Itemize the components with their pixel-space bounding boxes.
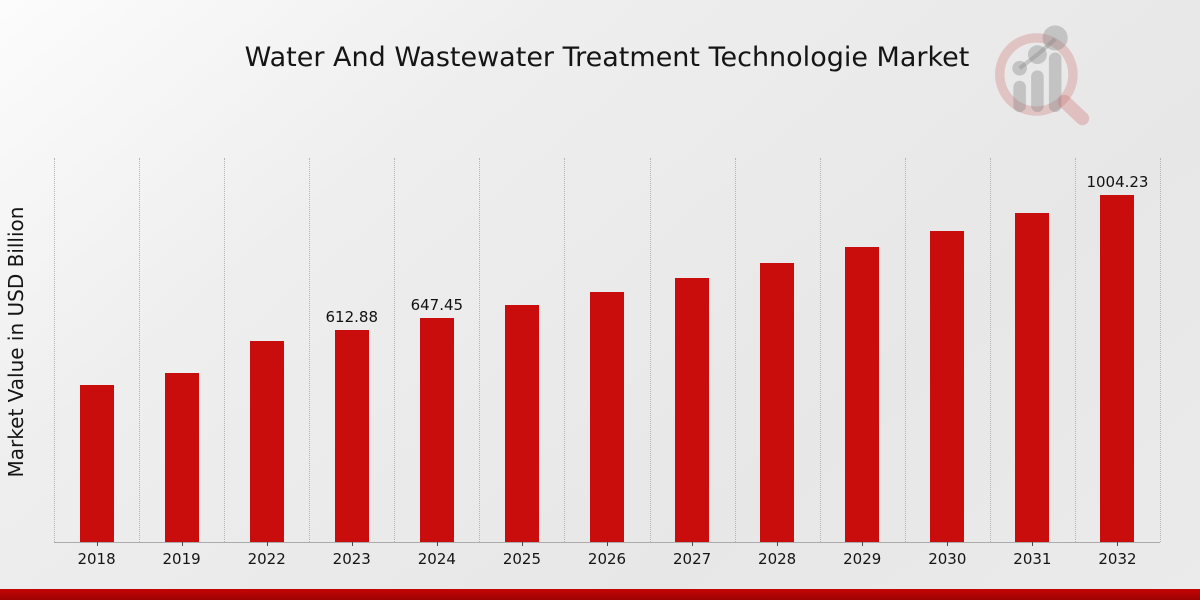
x-tick-label-2032: 2032	[1098, 550, 1137, 568]
gridline	[734, 158, 736, 542]
x-tick-label-2025: 2025	[502, 550, 541, 568]
chart-title: Water And Wastewater Treatment Technolog…	[244, 42, 970, 73]
bar-2018	[79, 384, 114, 542]
x-axis-tick	[351, 542, 353, 546]
x-axis-tick	[1117, 542, 1119, 546]
bar-2023	[334, 330, 369, 542]
x-axis-tick	[1032, 542, 1034, 546]
magnifier-bar-chart-logo-icon	[995, 25, 1090, 126]
bar-2025	[504, 305, 539, 542]
gridline	[819, 158, 821, 542]
x-tick-label-2027: 2027	[672, 550, 712, 568]
x-tick-label-2024: 2024	[417, 550, 456, 568]
gridline	[989, 158, 991, 542]
bar-2022	[249, 341, 284, 542]
x-axis-tick	[181, 542, 183, 546]
bar-value-label-2032: 1004.23	[1086, 172, 1149, 191]
y-axis-label: Market Value in USD Billion	[4, 206, 28, 478]
x-axis-tick	[947, 542, 949, 546]
x-tick-label-2019: 2019	[162, 550, 201, 568]
bar-2026	[590, 292, 624, 542]
x-tick-label-2028: 2028	[758, 550, 797, 568]
x-tick-label-2029: 2029	[843, 550, 882, 568]
bar-2019	[164, 372, 199, 542]
bottom-accent-stripe	[0, 589, 1200, 600]
gridline	[1074, 158, 1076, 542]
x-axis-tick	[96, 542, 98, 546]
bar-2031	[1015, 213, 1050, 542]
x-axis-tick	[436, 542, 438, 546]
bar-2024	[419, 318, 454, 542]
x-tick-label-2026: 2026	[587, 550, 627, 568]
gridline	[904, 158, 906, 542]
gridline	[649, 158, 651, 542]
x-tick-label-2023: 2023	[332, 550, 371, 568]
bar-2028	[760, 263, 795, 542]
gridline	[1160, 158, 1161, 542]
gridline	[394, 158, 396, 542]
bar-value-label-2024: 647.45	[410, 296, 464, 314]
x-axis-tick	[607, 542, 608, 546]
bar-value-label-2023: 612.88	[325, 308, 379, 326]
x-tick-label-2030: 2030	[928, 550, 967, 568]
x-axis-tick	[862, 542, 864, 546]
x-axis-tick	[777, 542, 779, 546]
x-tick-label-2022: 2022	[247, 550, 286, 568]
bar-2027	[675, 277, 710, 542]
bar-2032	[1100, 194, 1135, 542]
gridline	[309, 158, 311, 542]
gridline	[139, 158, 141, 542]
x-axis-tick	[692, 542, 694, 546]
x-tick-label-2031: 2031	[1013, 550, 1052, 568]
gridline	[564, 158, 566, 542]
gridline	[54, 158, 55, 542]
x-tick-label-2018: 2018	[77, 550, 116, 568]
gridline	[224, 158, 226, 542]
bar-2030	[930, 230, 965, 542]
plot-area: 2018 2019 2022 612.88 2023 647.45 2024 2025 2026…	[54, 158, 1161, 568]
gridline	[479, 158, 481, 542]
bar-2029	[845, 247, 880, 542]
x-axis-tick	[266, 542, 268, 546]
x-axis-tick	[521, 542, 523, 546]
